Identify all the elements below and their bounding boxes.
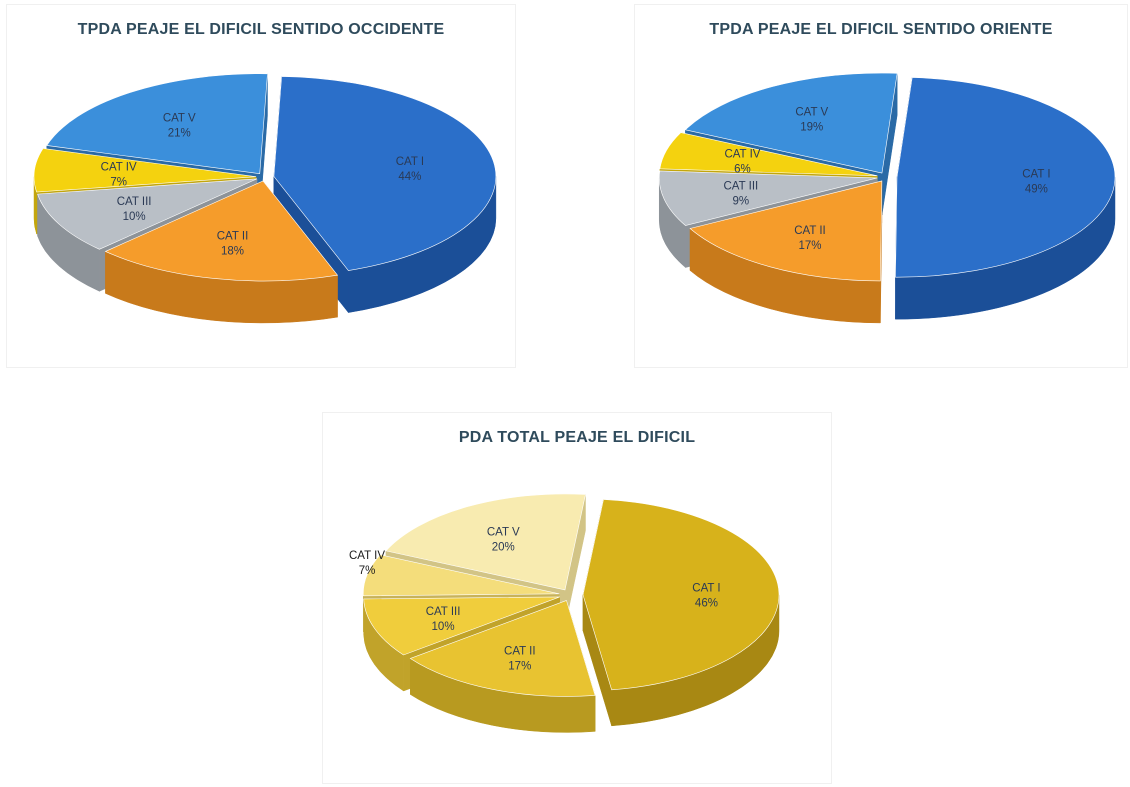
pie-slice-cat-i <box>273 76 497 271</box>
pie-chart-total: CAT I 46% CAT II 17% CAT III 10% CAT IV 7% CAT V… <box>349 493 780 733</box>
slice-category-label: CAT I <box>1022 169 1050 181</box>
chart-panel-occidente: TPDA PEAJE EL DIFICIL SENTIDO OCCIDENTE … <box>6 4 516 368</box>
pie-slice-cat-iv <box>659 132 878 177</box>
slice-percent-label: 49% <box>1025 184 1048 196</box>
slice-category-label: CAT IV <box>349 550 385 562</box>
pie-slice-cat-ii <box>689 180 883 282</box>
chart-panel-total: PDA TOTAL PEAJE EL DIFICIL CAT I 46% CAT I… <box>322 412 832 784</box>
slice-category-label: CAT V <box>487 527 520 539</box>
pie-slice-cat-iii <box>658 170 878 226</box>
pie-slice-cat-ii <box>104 180 339 282</box>
slice-percent-label: 10% <box>123 211 146 223</box>
pie-slice-cat-i <box>895 77 1116 278</box>
pie-slice-cat-iii <box>37 178 258 250</box>
pie-chart-occidente: CAT I 44% CAT II 18% CAT III 10% CAT IV 7% CAT V… <box>33 73 497 324</box>
slice-category-label: CAT V <box>795 107 828 119</box>
pie-slice-cat-iv <box>33 148 257 193</box>
slice-category-label: CAT II <box>217 230 249 242</box>
pie-labels: CAT I 46% CAT II 17% CAT III 10% CAT IV 7% CAT V… <box>349 527 721 673</box>
chart-panel-oriente: TPDA PEAJE EL DIFICIL SENTIDO ORIENTE CA… <box>634 4 1128 368</box>
slice-percent-label: 21% <box>168 127 191 139</box>
slice-percent-label: 46% <box>695 598 718 610</box>
pie-chart-oriente: CAT I 49% CAT II 17% CAT III 9% CAT IV 6% CAT V 1… <box>658 72 1116 324</box>
slice-percent-label: 17% <box>798 240 821 252</box>
pie-slice-cat-v <box>684 72 898 174</box>
slice-category-label: CAT I <box>692 583 720 595</box>
slice-percent-label: 6% <box>734 163 751 175</box>
pie-labels: CAT I 44% CAT II 18% CAT III 10% CAT IV 7% CAT V… <box>101 112 424 257</box>
slice-category-label: CAT IV <box>101 162 137 174</box>
pie-slice-cat-i <box>582 499 780 691</box>
slice-category-label: CAT V <box>163 112 196 124</box>
slice-category-label: CAT II <box>794 225 826 237</box>
slice-category-label: CAT IV <box>724 148 760 160</box>
pie-labels: CAT I 49% CAT II 17% CAT III 9% CAT IV 6% CAT V 1… <box>723 107 1050 252</box>
slice-category-label: CAT I <box>396 156 424 168</box>
pie-slice-cat-v <box>46 73 268 175</box>
pie-tops <box>33 73 497 282</box>
chart-title: TPDA PEAJE EL DIFICIL SENTIDO ORIENTE <box>709 21 1053 38</box>
slice-category-label: CAT III <box>723 180 758 192</box>
pie-tops <box>658 72 1116 282</box>
pie-slice-cat-v <box>385 493 586 591</box>
pie-slice-cat-iv <box>362 554 560 597</box>
chart-title: PDA TOTAL PEAJE EL DIFICIL <box>458 429 696 446</box>
slice-category-label: CAT III <box>117 196 152 208</box>
slice-percent-label: 9% <box>733 195 750 207</box>
pie-slice-cat-iii <box>363 596 560 656</box>
slice-percent-label: 7% <box>359 565 376 577</box>
pie-slice-cat-ii <box>409 600 596 697</box>
slice-percent-label: 10% <box>432 621 455 633</box>
pie-tops <box>362 493 780 697</box>
slice-percent-label: 19% <box>800 122 823 134</box>
slice-category-label: CAT II <box>504 645 536 657</box>
slice-percent-label: 18% <box>221 245 244 257</box>
slice-percent-label: 7% <box>110 177 127 189</box>
chart-title: TPDA PEAJE EL DIFICIL SENTIDO OCCIDENTE <box>77 21 445 38</box>
slice-percent-label: 44% <box>398 171 421 183</box>
slice-percent-label: 17% <box>508 660 531 672</box>
slice-percent-label: 20% <box>492 542 515 554</box>
slice-category-label: CAT III <box>426 606 461 618</box>
